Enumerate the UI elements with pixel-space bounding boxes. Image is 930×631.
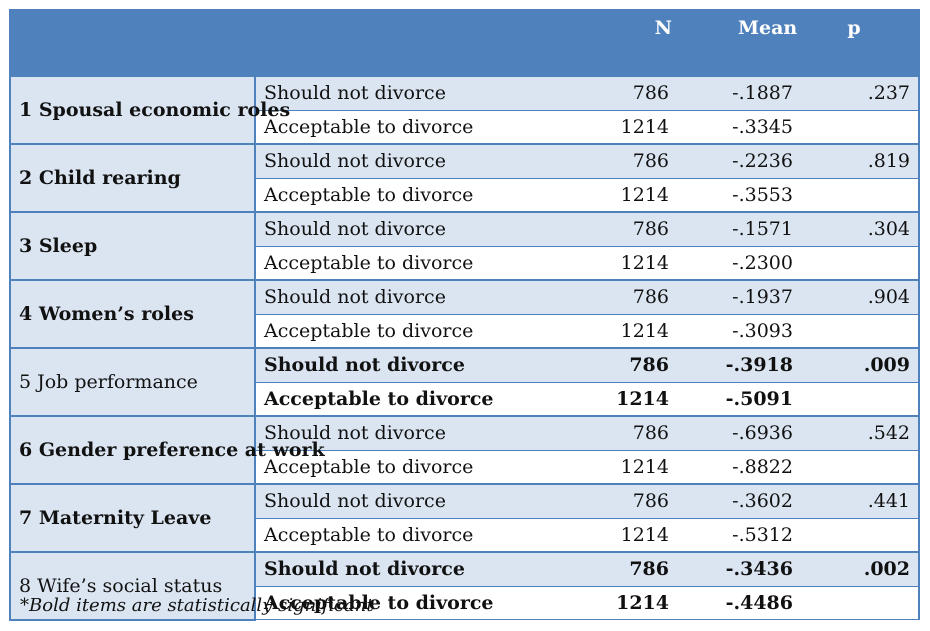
p-value: .441 [801,483,920,519]
mean-value: -.2236 [677,143,801,179]
table-row: 2 Child rearing Should not divorce 786 -.22… [9,143,920,213]
mean-value: -.1937 [677,279,801,315]
n-value: 786 [492,75,677,111]
n-value: 1214 [492,518,677,553]
n-value: 786 [492,279,677,315]
response-label: Should not divorce [255,483,492,519]
table-row: Acceptable to divorce 1214 -.5091 [10,382,920,417]
mean-value: -.3093 [677,314,801,349]
p-value [801,314,920,349]
mean-value: -.8822 [677,450,801,485]
mean-value: -.1887 [677,75,801,111]
item-label: 2 Child rearing [9,143,256,213]
mean-value: -.3436 [677,551,801,587]
response-label: Acceptable to divorce [255,518,492,553]
p-value: .009 [801,347,920,383]
table-row: 3 Sleep Should not divorce 786 -.1571.304 [9,211,920,281]
n-value: 1214 [492,246,677,281]
response-label: Should not divorce [255,279,492,315]
response-label: Acceptable to divorce [255,586,494,620]
table-row: 4 Women’s roles Should not divorce 786 -.19… [9,279,920,349]
table-row: Acceptable to divorce 1214 -.4486 [10,586,920,620]
n-value: 1214 [492,178,677,213]
header-n: N [491,9,678,77]
table-row: Acceptable to divorce 1214 -.3553 [10,178,920,213]
table-body: 1 Spousal economic roles Should not divor… [9,75,920,621]
response-label: Should not divorce [255,347,492,383]
p-value [801,450,920,485]
table-row: Acceptable to divorce 1214 -.8822 [10,450,920,485]
header-row: N Mean p [9,9,920,77]
mean-value: -.1571 [677,211,801,247]
n-value: 1214 [492,382,677,417]
table-row: Acceptable to divorce 1214 -.5312 [10,518,920,553]
p-value [801,246,920,281]
response-label: Should not divorce [255,415,492,451]
item-label: 7 Maternity Leave [9,483,256,553]
item-label: 6 Gender preference at work [9,415,325,485]
n-value: 1214 [492,110,677,145]
n-value: 786 [492,347,677,383]
response-label: Acceptable to divorce [255,246,492,281]
response-label: Acceptable to divorce [255,382,494,417]
table-row: 6 Gender preference at work Should not di… [9,415,920,485]
mean-value: -.5091 [677,382,801,417]
n-value: 786 [492,415,677,451]
response-label: Should not divorce [255,75,492,111]
p-value [801,110,920,145]
p-value [801,518,920,553]
mean-value: -.3918 [677,347,801,383]
p-value [801,382,920,417]
table-row: 8 Wife’s social status Should not divorce… [9,551,920,621]
table-row: Acceptable to divorce 1214 -.2300 [10,246,920,281]
mean-value: -.4486 [677,586,801,620]
header-p: p [800,9,920,77]
mean-value: -.2300 [677,246,801,281]
n-value: 1214 [492,450,677,485]
mean-value: -.6936 [677,415,801,451]
item-label: 3 Sleep [9,211,256,281]
n-value: 1214 [492,586,677,620]
p-value: .904 [801,279,920,315]
p-value [801,586,920,620]
item-label: 5 Job performance [9,347,256,417]
n-value: 786 [492,211,677,247]
p-value [801,178,920,213]
response-label: Acceptable to divorce [255,178,492,213]
mean-value: -.3345 [677,110,801,145]
header-mean: Mean [676,9,802,77]
response-label: Acceptable to divorce [255,450,492,485]
item-label: 4 Women’s roles [9,279,256,349]
table-row: 1 Spousal economic roles Should not divor… [9,75,920,145]
response-label: Should not divorce [255,211,492,247]
n-value: 1214 [492,314,677,349]
p-value: .002 [801,551,920,587]
mean-value: -.3602 [677,483,801,519]
n-value: 786 [492,483,677,519]
table-row: 7 Maternity Leave Should not divorce 786 -.… [9,483,920,553]
item-label: 8 Wife’s social status [9,551,256,621]
table-container: N Mean p 1 Spousal economic roles Should … [9,9,920,621]
response-label: Should not divorce [255,551,492,587]
n-value: 786 [492,551,677,587]
header-blank-item [9,9,256,77]
n-value: 786 [492,143,677,179]
response-label: Should not divorce [255,143,492,179]
header-blank-label [254,9,493,77]
p-value: .237 [801,75,920,111]
mean-value: -.5312 [677,518,801,553]
mean-value: -.3553 [677,178,801,213]
table-row: 5 Job performance Should not divorce 786 -.… [9,347,920,417]
response-label: Acceptable to divorce [255,110,492,145]
response-label: Acceptable to divorce [255,314,492,349]
results-table: N Mean p 1 Spousal economic roles Should … [9,9,920,621]
p-value: .542 [801,415,920,451]
p-value: .304 [801,211,920,247]
item-label: 1 Spousal economic roles [9,75,290,145]
footnote: *Bold items are statistically significan… [20,595,374,616]
p-value: .819 [801,143,920,179]
